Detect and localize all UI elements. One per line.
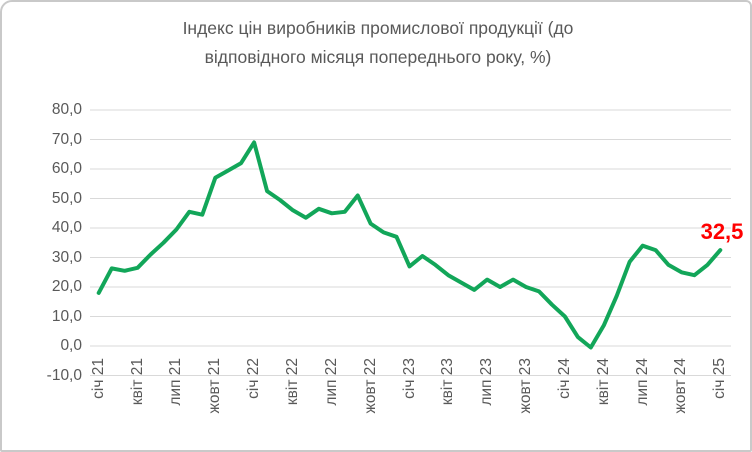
- y-tick-label: 80,0: [51, 101, 82, 118]
- y-tick-label: 0,0: [60, 337, 82, 354]
- x-tick-label: лип 23: [478, 358, 496, 406]
- y-tick-label: 50,0: [51, 189, 82, 207]
- last-value-label: 32,5: [700, 219, 744, 244]
- x-tick-label: січ 24: [555, 358, 573, 399]
- y-tick-label: 30,0: [51, 248, 82, 266]
- x-tick-label: лип 24: [633, 358, 651, 406]
- x-tick-label: жовт 21: [206, 358, 224, 414]
- y-tick-label: 60,0: [51, 160, 82, 177]
- chart-title-line2: відповідного місяця попереднього року, %…: [204, 47, 552, 67]
- y-tick-label: 10,0: [51, 307, 82, 325]
- y-tick-label: -10,0: [46, 366, 82, 384]
- x-tick-label: січ 22: [245, 358, 263, 399]
- x-tick-label: лип 21: [167, 358, 185, 406]
- x-tick-label: жовт 22: [361, 358, 379, 414]
- x-tick-label: жовт 23: [517, 358, 535, 414]
- x-tick-label: квіт 22: [283, 358, 301, 406]
- chart-title: Індекс цін виробників промислової продук…: [2, 14, 750, 72]
- x-tick-label: лип 22: [322, 358, 340, 406]
- chart-title-line1: Індекс цін виробників промислової продук…: [182, 18, 574, 38]
- y-tick-label: 70,0: [51, 130, 82, 148]
- x-tick-label: січ 21: [89, 358, 107, 399]
- series-line: [96, 140, 723, 350]
- y-tick-label: 20,0: [51, 278, 82, 295]
- x-tick-label: жовт 24: [672, 358, 690, 414]
- x-tick-label: квіт 24: [594, 358, 612, 406]
- x-tick-label: січ 23: [400, 358, 418, 399]
- x-tick-label: квіт 21: [128, 358, 146, 406]
- x-tick-label: квіт 23: [439, 358, 457, 406]
- y-tick-label: 40,0: [51, 219, 82, 236]
- x-tick-label: січ 25: [711, 358, 729, 399]
